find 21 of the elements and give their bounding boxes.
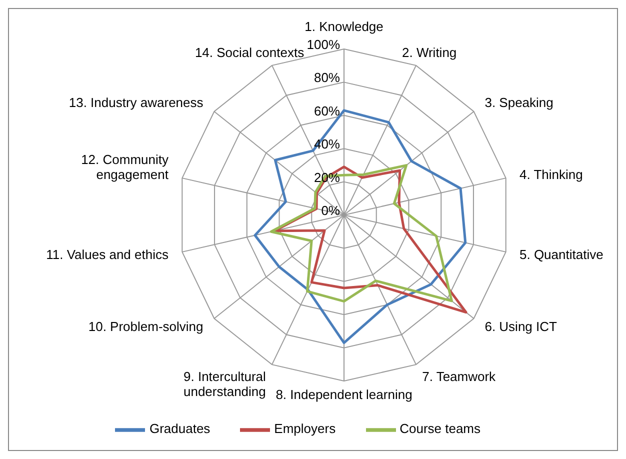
y-tick-label: 0% [321,203,340,218]
spoke-label: 2. Writing [402,44,457,60]
spoke-label: 14. Social contexts [194,44,305,60]
spoke-label: 3. Speaking [484,94,554,110]
legend-label: Graduates [149,421,210,436]
legend-label: Course teams [400,421,481,436]
y-tick-label: 60% [314,103,340,118]
spoke-label: 7. Teamwork [422,369,496,384]
y-tick-label: 80% [314,70,340,86]
spoke-label: 4. Thinking [519,166,583,182]
spoke-label: 5. Quantitative [519,247,604,262]
spoke-label: 9. Intercultural understanding [183,369,266,400]
spoke-label: 12. Community engagement [81,152,170,182]
legend-label: Employers [274,421,336,436]
spoke-label: 10. Problem-solving [88,319,204,334]
spoke-label: 11. Values and ethics [46,247,169,262]
spoke-label: 8. Independent learning [276,387,412,402]
y-tick-label: 100% [306,37,340,52]
spoke-label: 1. Knowledge [304,19,384,34]
spoke-label: 6. Using ICT [484,319,558,334]
spoke-label: 13. Industry awareness [68,94,204,110]
